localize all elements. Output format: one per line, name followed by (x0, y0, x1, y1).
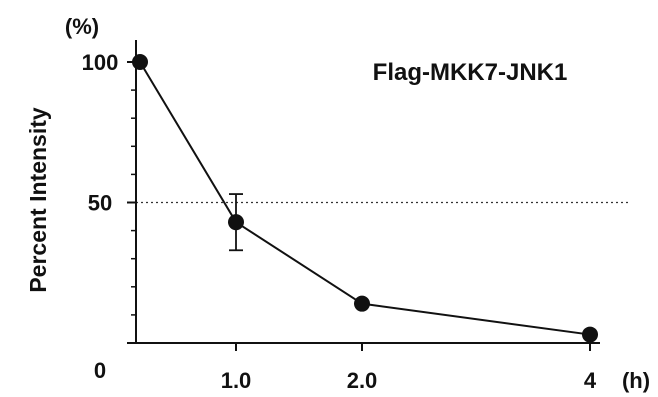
data-point-1 (228, 214, 244, 231)
labels-layer: (%) Flag-MKK7-JNK1 Percent Intensity (h)… (25, 14, 650, 393)
axes (127, 40, 600, 351)
x-tick-label-4: 4 (584, 368, 597, 393)
data-point-0 (132, 54, 148, 70)
data-point-2 (354, 295, 370, 312)
y-axis-title: Percent Intensity (25, 107, 51, 293)
y-tick-label-50: 50 (88, 191, 112, 216)
y-tick-label-0: 0 (94, 358, 106, 383)
series-line (139, 61, 591, 336)
y-unit-label: (%) (65, 14, 99, 39)
x-axis-title: (h) (622, 368, 650, 393)
y-tick-label-100: 100 (82, 50, 119, 75)
x-tick-label-2.0: 2.0 (347, 368, 378, 393)
series-layer (132, 54, 598, 343)
data-point-3 (582, 326, 598, 343)
chart-title: Flag-MKK7-JNK1 (373, 59, 568, 86)
x-tick-label-1.0: 1.0 (221, 368, 252, 393)
